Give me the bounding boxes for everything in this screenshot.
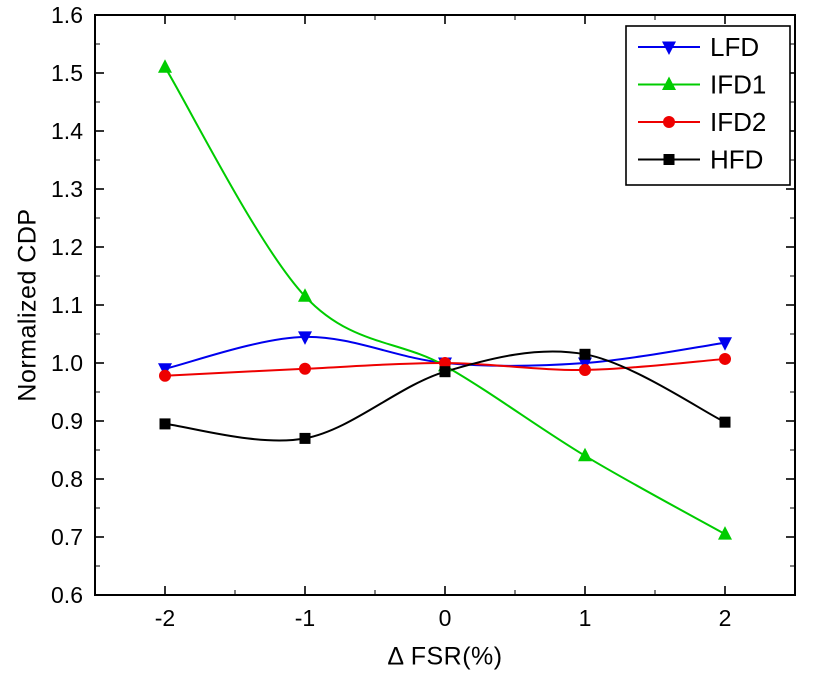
data-point-IFD1 — [718, 526, 732, 540]
data-point-IFD2 — [719, 352, 731, 365]
y-tick-label: 1.6 — [51, 2, 83, 28]
legend-marker-HFD — [663, 154, 675, 165]
data-point-IFD2 — [159, 369, 171, 382]
y-tick-label: 1.0 — [51, 350, 83, 376]
data-point-IFD1 — [158, 59, 172, 73]
data-point-IFD1 — [298, 288, 312, 302]
data-point-LFD — [298, 331, 312, 345]
data-point-IFD2 — [439, 357, 451, 369]
legend-label-HFD: HFD — [710, 145, 763, 175]
y-tick-label: 0.9 — [51, 408, 83, 434]
y-tick-label: 1.3 — [51, 176, 83, 202]
y-tick-label: 1.2 — [51, 234, 83, 260]
y-tick-label: 1.5 — [51, 60, 83, 86]
legend-label-LFD: LFD — [710, 32, 759, 62]
data-point-HFD — [299, 432, 311, 444]
x-tick-label: -2 — [155, 605, 175, 631]
legend-box — [625, 25, 791, 186]
data-point-LFD — [718, 337, 732, 351]
data-point-IFD1 — [578, 447, 592, 462]
data-point-HFD — [719, 416, 731, 428]
legend-marker-IFD2 — [663, 116, 675, 128]
legend-marker-LFD — [662, 41, 676, 55]
y-tick-label: 1.4 — [51, 118, 83, 144]
legend-label-IFD1: IFD1 — [710, 70, 766, 100]
y-tick-label: 0.7 — [51, 524, 83, 550]
y-axis-label: Normalized CDP — [13, 208, 42, 402]
y-tick-label: 0.6 — [51, 582, 83, 608]
data-point-HFD — [579, 348, 591, 360]
x-tick-label: -1 — [295, 605, 315, 631]
data-point-IFD2 — [579, 363, 591, 376]
legend-label-IFD2: IFD2 — [710, 107, 766, 137]
x-tick-label: 2 — [719, 605, 732, 631]
legend-marker-IFD1 — [662, 76, 676, 90]
data-point-IFD2 — [299, 362, 311, 375]
data-point-HFD — [439, 366, 451, 378]
y-tick-label: 0.8 — [51, 466, 83, 492]
x-axis-label: Δ FSR(%) — [387, 642, 503, 671]
series-line-IFD1 — [164, 66, 726, 535]
x-tick-label: 0 — [439, 605, 452, 631]
x-tick-label: 1 — [579, 605, 592, 631]
data-point-HFD — [159, 418, 171, 430]
y-tick-label: 1.1 — [51, 292, 83, 318]
